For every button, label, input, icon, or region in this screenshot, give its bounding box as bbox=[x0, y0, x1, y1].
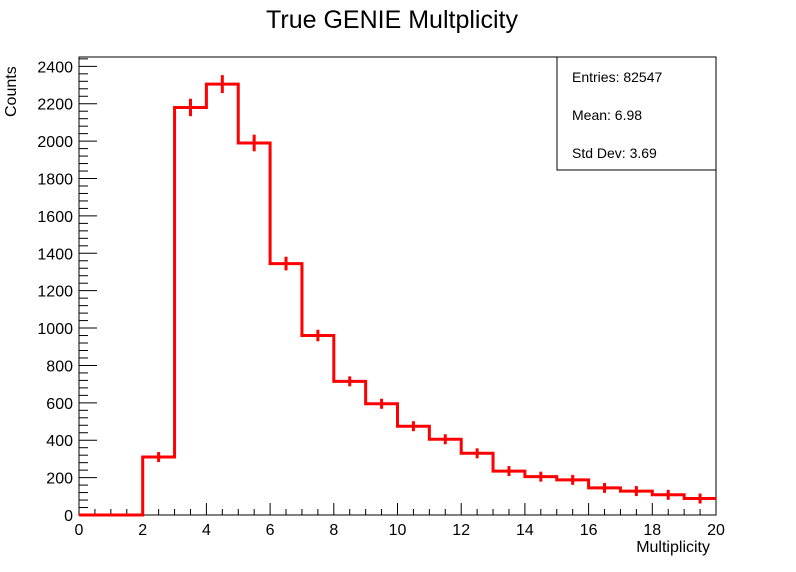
x-tick-label: 16 bbox=[580, 522, 598, 539]
x-tick-label: 6 bbox=[266, 522, 275, 539]
stats-mean: Mean: 6.98 bbox=[572, 107, 642, 123]
x-axis: 0 2 4 6 8 10 12 14 16 18 20 bbox=[75, 503, 725, 539]
stats-entries: Entries: 82547 bbox=[572, 69, 662, 85]
y-axis: 0 200 400 600 800 1000 1200 1400 1600 1800 2000 220… bbox=[37, 58, 97, 525]
x-tick-label: 14 bbox=[516, 522, 534, 539]
x-tick-label: 12 bbox=[452, 522, 470, 539]
y-tick-label: 200 bbox=[46, 471, 73, 488]
x-tick-label: 10 bbox=[389, 522, 407, 539]
histogram-bins bbox=[79, 82, 716, 517]
x-tick-label: 0 bbox=[75, 522, 84, 539]
histogram-line bbox=[79, 82, 716, 517]
x-tick-label: 20 bbox=[707, 522, 725, 539]
y-tick-label: 600 bbox=[46, 396, 73, 413]
stats-std-dev: Std Dev: 3.69 bbox=[572, 145, 657, 161]
y-tick-label: 2400 bbox=[37, 59, 73, 76]
y-tick-label: 2200 bbox=[37, 97, 73, 114]
y-tick-label: 1600 bbox=[37, 209, 73, 226]
x-tick-label: 8 bbox=[329, 522, 338, 539]
y-tick-label: 1400 bbox=[37, 246, 73, 263]
stats-box-frame bbox=[556, 56, 717, 171]
y-tick-label: 400 bbox=[46, 433, 73, 450]
x-axis-label: Multiplicity bbox=[636, 539, 710, 556]
stats-box: Entries: 82547 Mean: 6.98 Std Dev: 3.69 bbox=[556, 56, 717, 171]
chart-title: True GENIE Multplicity bbox=[266, 6, 518, 34]
error-bars bbox=[157, 75, 702, 504]
y-tick-label: 800 bbox=[46, 358, 73, 375]
y-tick-label: 1000 bbox=[37, 321, 73, 338]
y-tick-label: 0 bbox=[64, 508, 73, 525]
y-tick-label: 2000 bbox=[37, 134, 73, 151]
y-axis-label: Counts bbox=[3, 66, 20, 117]
y-tick-label: 1800 bbox=[37, 172, 73, 189]
x-tick-label: 18 bbox=[643, 522, 661, 539]
x-tick-label: 4 bbox=[202, 522, 211, 539]
x-tick-label: 2 bbox=[138, 522, 147, 539]
y-tick-label: 1200 bbox=[37, 284, 73, 301]
